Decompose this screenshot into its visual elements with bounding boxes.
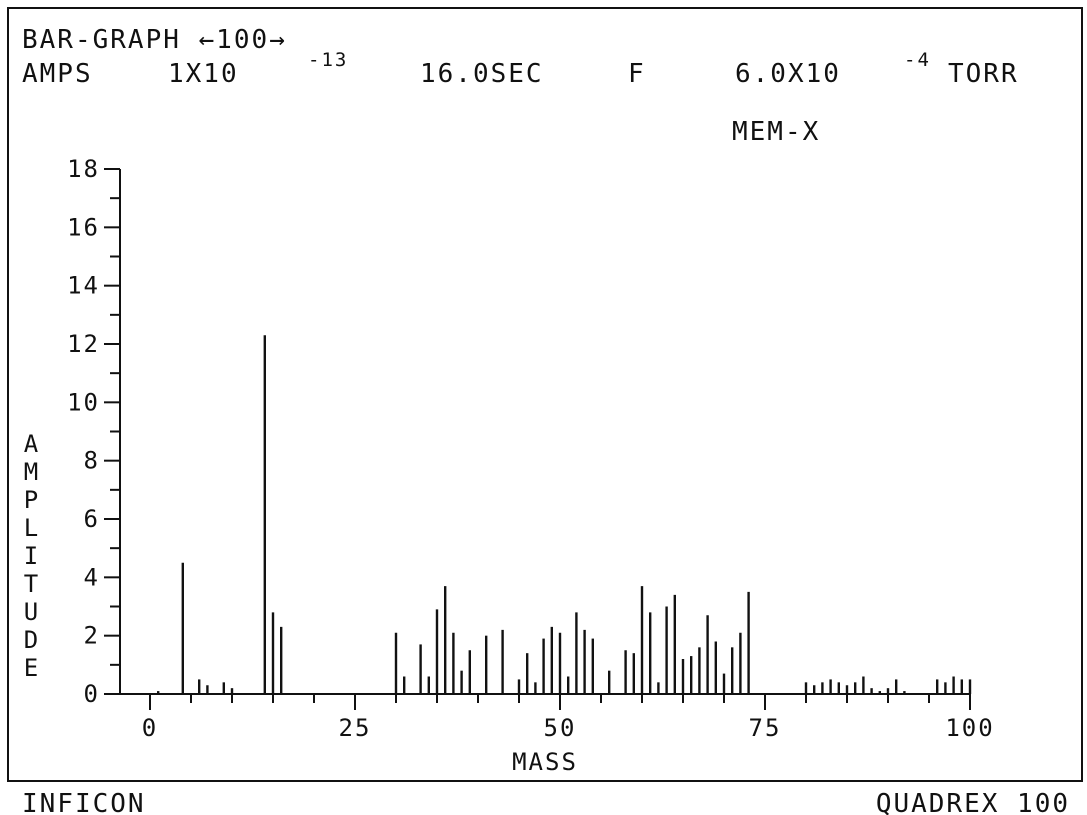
y-axis-label-char: A — [24, 430, 40, 458]
x-tick-label: 0 — [142, 714, 158, 742]
pressure-unit: TORR — [948, 59, 1019, 89]
y-tick-label: 18 — [67, 155, 100, 183]
footer-right-label: QUADREX 100 — [876, 789, 1070, 815]
x-tick-label: 50 — [544, 714, 577, 742]
y-tick-label: 2 — [84, 622, 100, 650]
y-axis-ticks: 0 2 4 6 8 10 12 14 16 18 — [67, 155, 120, 708]
pressure-value: 6.0X10 — [735, 59, 841, 89]
x-tick-label: 100 — [945, 714, 994, 742]
x-axis-label: MASS — [512, 748, 578, 776]
y-tick-label: 12 — [67, 330, 100, 358]
y-tick-label: 10 — [67, 388, 100, 416]
y-axis-label-char: T — [24, 570, 40, 598]
y-axis-label-char: U — [24, 598, 40, 626]
sample-label: MEM-X — [732, 117, 820, 147]
y-axis-label-char: L — [24, 514, 40, 542]
x-axis-ticks: 0 25 50 75 100 — [142, 694, 994, 742]
y-tick-label: 14 — [67, 272, 100, 300]
y-axis-label-char: D — [24, 626, 40, 654]
scan-time: 16.0SEC — [420, 59, 544, 89]
y-axis-label-char: P — [24, 486, 40, 514]
y-tick-label: 4 — [84, 563, 100, 591]
pressure-exponent: -4 — [904, 49, 931, 71]
amps-scale-exponent: -13 — [308, 49, 348, 71]
y-tick-label: 0 — [84, 680, 100, 708]
amps-scale: 1X10 — [168, 59, 239, 89]
amps-label: AMPS — [22, 59, 93, 89]
y-axis-label-char: I — [24, 542, 40, 570]
y-tick-label: 16 — [67, 213, 100, 241]
y-tick-label: 6 — [84, 505, 100, 533]
figure-frame — [7, 7, 1083, 782]
bar-series — [156, 335, 972, 694]
x-tick-label: 75 — [749, 714, 782, 742]
y-axis-label-char: M — [24, 458, 40, 486]
x-tick-label: 25 — [339, 714, 372, 742]
y-axis-label-char: E — [24, 654, 40, 682]
scan-mode: F — [628, 59, 646, 89]
graph-title: BAR-GRAPH ←100→ — [22, 25, 287, 55]
footer-left-label: INFICON — [22, 789, 146, 815]
y-tick-label: 8 — [84, 447, 100, 475]
